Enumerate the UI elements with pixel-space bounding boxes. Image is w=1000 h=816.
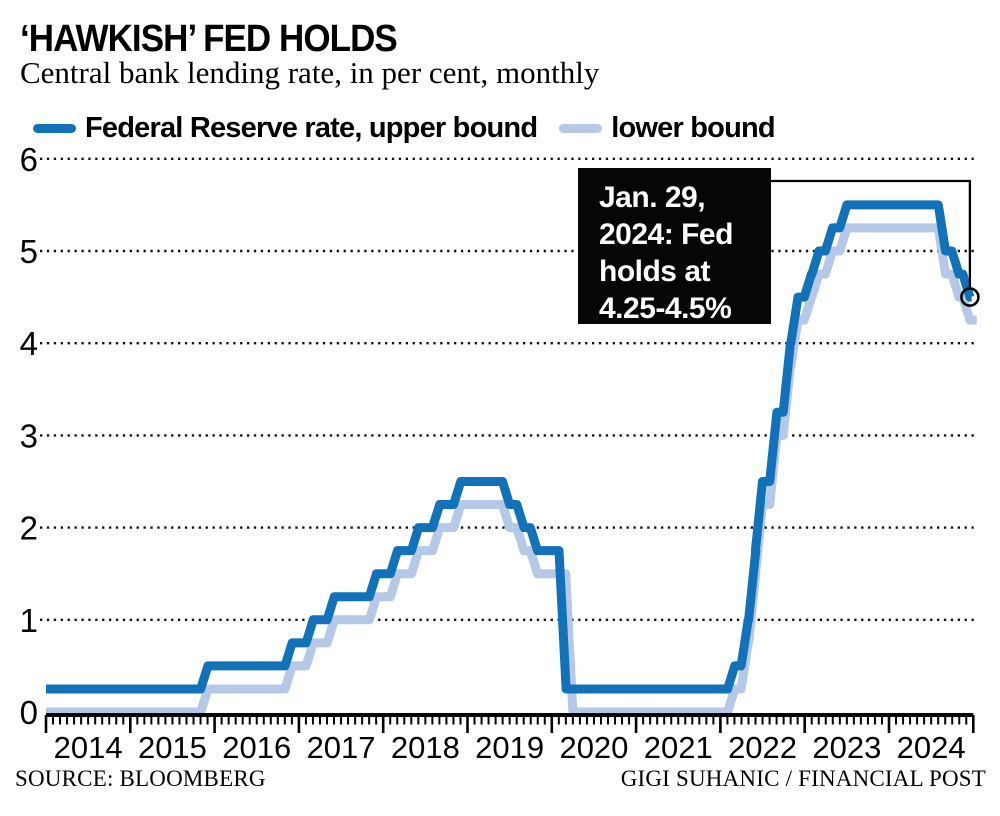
end-marker-circle: [960, 287, 980, 307]
y-axis-label-2: 2: [20, 510, 38, 547]
author-credit: GIGI SUHANIC / FINANCIAL POST: [620, 766, 986, 791]
x-axis-label-2014: 2014: [54, 730, 123, 765]
legend-item-lower-bound: lower bound: [559, 112, 776, 145]
legend-item-upper-bound: Federal Reserve rate, upper bound: [33, 112, 538, 145]
chart-subtitle: Central bank lending rate, in per cent, …: [20, 55, 600, 90]
x-axis-label-2022: 2022: [728, 730, 797, 765]
x-axis-label-2019: 2019: [475, 730, 544, 765]
y-axis-label-4: 4: [20, 325, 38, 362]
y-axis-label-6: 6: [20, 141, 38, 178]
legend-label-lower-bound: lower bound: [611, 112, 775, 144]
source-credit: SOURCE: BLOOMBERG: [15, 766, 266, 791]
legend-label-upper-bound: Federal Reserve rate, upper bound: [85, 112, 538, 144]
annotation-box: Jan. 29, 2024: Fed holds at 4.25-4.5%: [578, 168, 771, 325]
annotation-line-3: holds at: [599, 255, 711, 288]
annotation-line-1: Jan. 29,: [599, 181, 706, 214]
x-axis-label-2016: 2016: [222, 730, 291, 765]
x-axis-label-2024: 2024: [897, 730, 966, 765]
y-axis-label-0: 0: [20, 694, 38, 731]
series-upper-bound-line: [46, 200, 975, 694]
y-axis-label-5: 5: [20, 233, 38, 270]
series-lower-bound-line: [46, 223, 977, 717]
annotation-line-2: 2024: Fed: [599, 218, 733, 251]
x-axis-label-2023: 2023: [812, 730, 881, 765]
y-axis-label-3: 3: [20, 417, 38, 454]
x-axis-label-2015: 2015: [138, 730, 207, 765]
annotation-line-4: 4.25-4.5%: [599, 292, 732, 325]
legend: Federal Reserve rate, upper bound lower …: [33, 112, 776, 145]
x-axis-label-2021: 2021: [644, 730, 713, 765]
callout-line: [770, 179, 972, 289]
x-axis-label-2017: 2017: [307, 730, 376, 765]
chart-title: ‘HAWKISH’ FED HOLDS: [20, 18, 398, 60]
upper-bound-line-swatch-icon: [33, 124, 76, 133]
y-axis-label-1: 1: [20, 602, 38, 639]
lower-bound-line-swatch-icon: [559, 124, 603, 133]
x-axis-label-2018: 2018: [391, 730, 460, 765]
x-axis-label-2020: 2020: [559, 730, 628, 765]
